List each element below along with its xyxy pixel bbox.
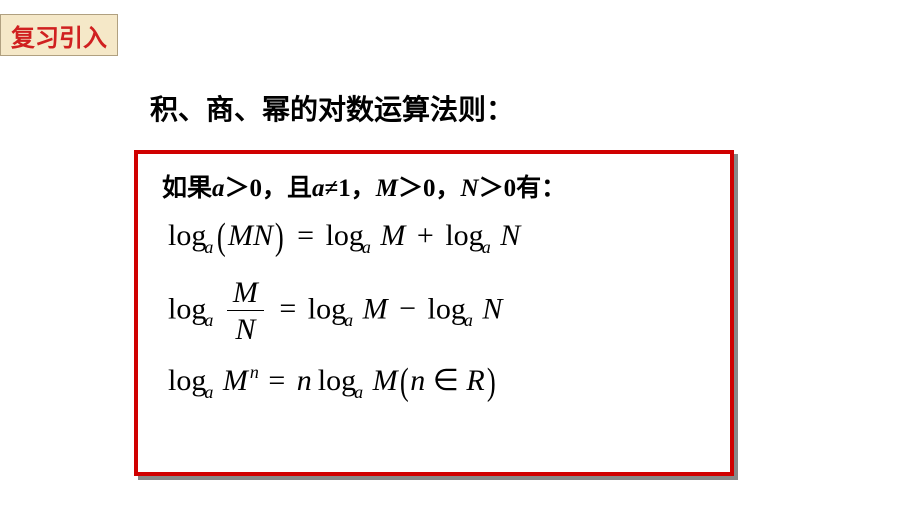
rule-box: 如果a＞0，且a≠1，M＞0，N＞0有： loga(MN) = loga M +… [134,150,734,476]
formula-quotient: loga M N = loga M − loga N [168,278,706,345]
cond-prefix: 如果 [162,175,212,202]
eq: = [279,292,296,325]
rparen: ) [487,363,496,401]
log: log [445,219,483,252]
cond-a2: a [312,175,325,202]
base: a [482,237,491,257]
base: a [204,237,213,257]
log: log [168,219,206,252]
frac-den: N [227,310,264,345]
lparen: ( [217,218,226,256]
MN: MN [228,219,273,252]
log: log [318,364,356,397]
formula-power: loga Mn = n loga M(n ∈ R) [168,363,706,401]
eq: = [268,364,285,397]
base: a [204,310,213,330]
lparen: ( [400,363,409,401]
eq: = [297,219,314,252]
cond-gt3: ＞0有： [479,175,567,202]
section-title: 积、商、幂的对数运算法则： [150,88,514,128]
log: log [168,292,206,325]
n: n [410,364,425,397]
log: log [428,292,466,325]
frac-num: M [227,278,264,310]
minus: − [399,292,416,325]
review-badge-label: 复习引入 [11,18,107,53]
rparen: ) [275,218,284,256]
R: R [466,364,484,397]
log: log [168,364,206,397]
M: M [380,219,405,252]
formula-product: loga(MN) = loga M + loga N [168,218,706,256]
plus: + [417,219,434,252]
cond-M: M [376,175,398,202]
cond-gt2: ＞0， [398,175,461,202]
N: N [500,219,520,252]
log: log [326,219,364,252]
in: ∈ [433,364,459,397]
base: a [354,382,363,402]
n: n [297,364,312,397]
N: N [482,292,502,325]
exp-n: n [250,362,259,382]
cond-gt1: ＞0，且 [225,175,313,202]
cond-N: N [461,175,479,202]
cond-neq: ≠1， [325,175,376,202]
base: a [464,310,473,330]
fraction: M N [227,278,264,345]
review-badge: 复习引入 [0,14,118,56]
cond-a: a [212,175,225,202]
log: log [308,292,346,325]
condition-line: 如果a＞0，且a≠1，M＞0，N＞0有： [162,168,706,204]
base: a [344,310,353,330]
M: M [363,292,388,325]
base: a [362,237,371,257]
base: a [204,382,213,402]
M: M [373,364,398,397]
M: M [223,364,248,397]
